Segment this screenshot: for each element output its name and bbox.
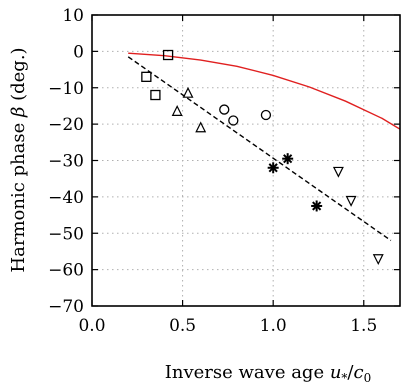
y-tick-label: −40 [48, 188, 84, 208]
y-tick-label: −20 [48, 115, 84, 135]
point-square [141, 71, 152, 82]
point-circle [260, 109, 272, 121]
model-curve-red [128, 52, 401, 130]
x-tick-label: 1.0 [260, 316, 287, 336]
x-tick-label: 0.0 [78, 316, 105, 336]
y-tick-label: 0 [73, 42, 84, 62]
y-tick-label: −70 [48, 297, 84, 317]
point-triangle-down [345, 195, 357, 207]
x-tick-label: 1.5 [350, 316, 377, 336]
point-asterisk [267, 162, 279, 174]
y-tick-label: −60 [48, 261, 84, 281]
point-triangle-up [171, 105, 183, 116]
point-circle [228, 115, 239, 126]
point-asterisk [282, 153, 294, 165]
y-tick-label: −30 [48, 152, 84, 172]
y-tick-label: −50 [48, 224, 84, 244]
grid [91, 14, 400, 307]
point-triangle-up [195, 121, 207, 133]
point-triangle-down [372, 254, 384, 266]
point-asterisk [311, 200, 323, 212]
point-circle [219, 104, 230, 115]
x-tick-label: 0.5 [169, 316, 196, 336]
point-triangle-up [182, 86, 194, 98]
y-tick-label: 10 [62, 6, 84, 26]
x-axis-title: Inverse wave age u*/c0 [165, 362, 371, 385]
tick-labels: 0.0 0.5 1.0 1.5 10 0 −10 −20 −30 −40 −50 −60 −70 [48, 6, 377, 336]
y-axis-title: Harmonic phase β (deg.) [8, 47, 29, 272]
trend-line-dashed [127, 56, 392, 242]
point-triangle-down [332, 166, 344, 178]
fit-lines [127, 52, 401, 242]
point-square [162, 49, 174, 61]
point-square [150, 89, 161, 101]
data-points [141, 49, 384, 266]
y-tick-label: −10 [48, 79, 84, 99]
plot-frame [91, 14, 401, 307]
